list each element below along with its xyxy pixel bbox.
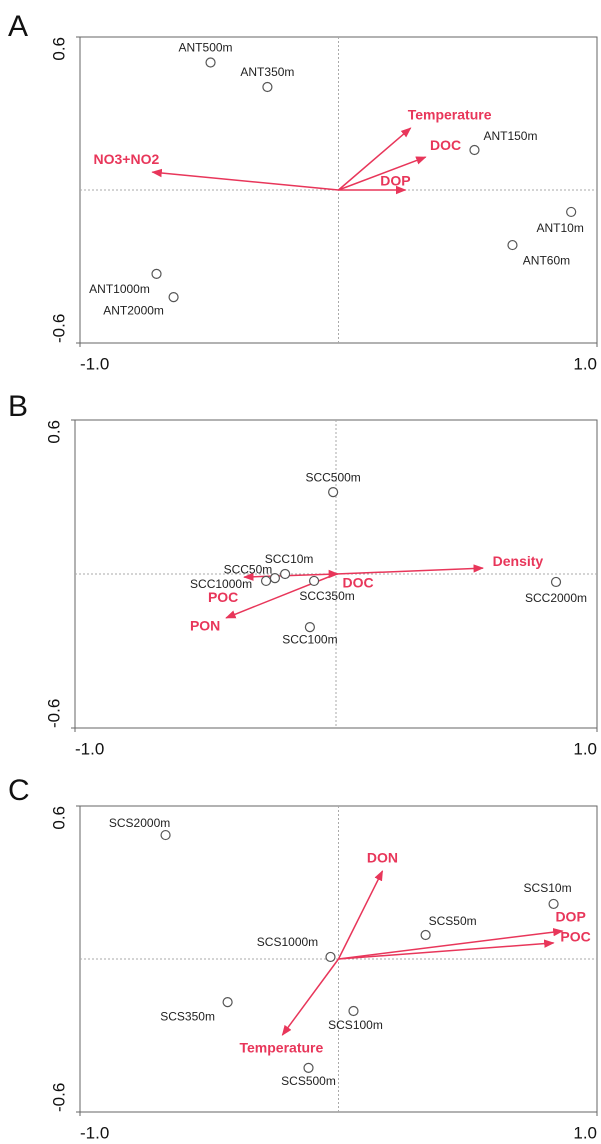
arrow-label: DON [367, 850, 398, 866]
sample-point [348, 1005, 359, 1017]
arrow-label: DOP [380, 173, 410, 189]
point-label: ANT350m [240, 65, 294, 79]
loading-arrow [338, 939, 555, 960]
arrow-label: NO3+NO2 [94, 151, 160, 167]
arrow-label: POC [560, 929, 590, 945]
x-tick-label: -1.0 [75, 739, 104, 758]
arrow-label: Temperature [240, 1040, 324, 1056]
point-label: SCS2000m [109, 816, 170, 830]
panel: B -0.6 0.6 -1.0 1.0 Density DOC POC PON SCC500m SC… [8, 390, 598, 758]
x-tick-label: 1.0 [573, 354, 597, 373]
x-tick-label: 1.0 [573, 739, 597, 758]
sample-point [507, 239, 518, 251]
sample-point [205, 57, 216, 68]
panel-letter: A [8, 10, 28, 43]
point-label: ANT150m [483, 129, 537, 143]
point-label: SCC350m [299, 589, 354, 603]
sample-point [325, 951, 336, 963]
sample-point [160, 829, 171, 841]
sample-point [550, 576, 562, 588]
sample-point [151, 268, 162, 279]
y-tick-label: 0.6 [49, 37, 68, 61]
point-label: ANT500m [179, 41, 233, 55]
arrow-label: DOP [555, 909, 585, 925]
sample-point [260, 575, 272, 587]
sample-point [308, 575, 320, 587]
point-label: SCS500m [281, 1074, 336, 1088]
point-label: ANT60m [523, 253, 570, 267]
loading-arrow [338, 927, 564, 960]
sample-point [280, 568, 291, 580]
point-label: SCS350m [160, 1009, 215, 1023]
y-tick-label: -0.6 [49, 1083, 68, 1112]
sample-point [548, 898, 559, 910]
x-tick-label: 1.0 [573, 1123, 597, 1142]
point-label: SCS50m [429, 914, 477, 928]
sample-point [222, 996, 233, 1008]
sample-point [168, 292, 179, 303]
point-label: SCC100m [282, 632, 337, 646]
sample-point [469, 144, 480, 156]
sample-point [566, 206, 577, 218]
loading-arrow [151, 168, 339, 191]
arrow-label: DOC [343, 575, 374, 591]
point-label: SCC50m [224, 562, 273, 576]
loading-arrow [338, 127, 412, 191]
point-label: SCS100m [328, 1018, 383, 1032]
x-tick-label: -1.0 [80, 1123, 109, 1142]
loading-arrow [335, 564, 484, 575]
point-label: SCC10m [265, 552, 314, 566]
y-tick-label: -0.6 [44, 699, 63, 728]
point-label: ANT10m [536, 221, 583, 235]
sample-point [303, 1062, 314, 1073]
sample-point [328, 487, 339, 498]
panel-letter: C [8, 774, 30, 807]
point-label: ANT1000m [89, 282, 150, 296]
point-label: SCS1000m [257, 935, 318, 949]
arrow-label: PON [190, 618, 220, 634]
arrow-label: DOC [430, 137, 461, 153]
point-label: SCS10m [524, 881, 572, 895]
arrow-label: Temperature [408, 107, 492, 123]
loading-arrow [338, 156, 427, 191]
point-label: SCC2000m [525, 591, 587, 605]
point-label: ANT2000m [103, 303, 164, 317]
sample-point [304, 622, 315, 633]
loading-arrow [243, 572, 337, 581]
panel: A -0.6 0.6 -1.0 1.0 Temperature DOC DOP NO3+NO2 A… [8, 10, 598, 373]
arrow-label: Density [493, 553, 544, 569]
sample-point [420, 929, 431, 941]
sample-point [262, 81, 273, 93]
loading-arrow [337, 870, 384, 960]
x-tick-label: -1.0 [80, 354, 109, 373]
sample-point [269, 573, 281, 584]
y-tick-label: 0.6 [44, 420, 63, 444]
loading-arrow [281, 958, 340, 1036]
arrow-label: POC [208, 589, 238, 605]
panel: C -0.6 0.6 -1.0 1.0 DON DOP POC Temperature SCS20… [8, 774, 598, 1142]
panel-letter: B [8, 390, 28, 423]
y-tick-label: -0.6 [49, 314, 68, 343]
point-label: SCC1000m [190, 577, 252, 591]
point-label: SCC500m [305, 470, 360, 484]
y-tick-label: 0.6 [49, 806, 68, 830]
